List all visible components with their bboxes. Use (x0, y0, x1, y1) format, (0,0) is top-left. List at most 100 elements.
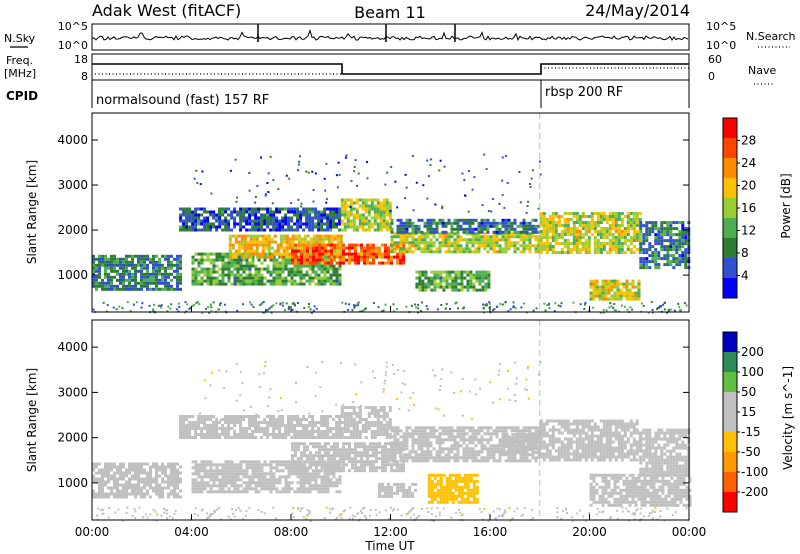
heatmap-cell (651, 227, 655, 231)
heatmap-cell (254, 427, 258, 430)
heatmap-cell (260, 472, 264, 476)
heatmap-cell (427, 175, 430, 178)
heatmap-cell (326, 264, 330, 268)
heatmap-cell (616, 282, 620, 286)
heatmap-cell (578, 248, 582, 251)
heatmap-cell (239, 424, 243, 427)
heatmap-cell (297, 246, 301, 250)
heatmap-cell (617, 218, 621, 221)
heatmap-cell (107, 462, 110, 466)
heatmap-cell (215, 264, 219, 268)
heatmap-cell (300, 454, 303, 458)
heatmap-cell (566, 224, 570, 227)
heatmap-cell (312, 246, 315, 250)
heatmap-cell (418, 273, 422, 277)
heatmap-cell (490, 210, 493, 213)
heatmap-cell (320, 463, 324, 467)
heatmap-cell (504, 230, 508, 234)
heatmap-cell (305, 433, 309, 436)
heatmap-cell (101, 254, 104, 258)
heatmap-cell (341, 301, 344, 304)
heatmap-cell (358, 406, 362, 409)
heatmap-cell (290, 282, 294, 286)
heatmap-cell (358, 219, 362, 223)
heatmap-cell (302, 273, 306, 277)
heatmap-cell (251, 424, 255, 427)
heatmap-cell (318, 448, 321, 452)
heatmap-cell (551, 218, 555, 221)
heatmap-cell (465, 247, 469, 251)
heatmap-cell (382, 409, 386, 412)
heatmap-cell (245, 466, 249, 470)
heatmap-cell (206, 267, 210, 271)
heatmap-cell (282, 237, 286, 241)
heatmap-cell (357, 304, 360, 307)
heatmap-cell (251, 273, 255, 277)
heatmap-cell (465, 241, 469, 245)
heatmap-cell (326, 258, 330, 262)
heatmap-cell (510, 244, 514, 248)
heatmap-cell (526, 205, 529, 207)
heatmap-cell (113, 257, 116, 261)
heatmap-cell (346, 213, 350, 217)
heatmap-cell (191, 216, 195, 220)
heatmap-cell (545, 245, 549, 248)
heatmap-cell (480, 235, 484, 239)
heatmap-cell (251, 219, 255, 223)
heatmap-cell (113, 266, 116, 270)
heatmap-cell (158, 474, 161, 478)
heatmap-cell (191, 267, 195, 271)
heatmap-cell (390, 227, 394, 231)
heatmap-cell (375, 451, 378, 455)
heatmap-cell (448, 276, 452, 280)
heatmap-cell (245, 469, 249, 473)
heatmap-cell (385, 204, 389, 208)
heatmap-cell (513, 244, 517, 248)
heatmap-cell (143, 272, 146, 276)
heatmap-cell (471, 241, 475, 245)
heatmap-cell (248, 466, 252, 470)
heatmap-cell (194, 219, 198, 223)
heatmap-cell (635, 215, 639, 218)
heatmap-cell (467, 169, 470, 172)
heatmap-cell (227, 433, 231, 436)
heatmap-cell (370, 433, 374, 436)
heatmap-cell (227, 460, 231, 464)
heatmap-cell (373, 409, 377, 412)
heatmap-cell (660, 236, 664, 240)
heatmap-cell (167, 474, 170, 478)
heatmap-cell (539, 236, 543, 239)
heatmap-cell (98, 495, 101, 499)
heatmap-cell (507, 221, 511, 225)
heatmap-cell (203, 216, 207, 220)
heatmap-cell (125, 480, 128, 484)
heatmap-cell (650, 300, 653, 303)
heatmap-cell (384, 249, 387, 253)
heatmap-cell (270, 240, 274, 244)
heatmap-cell (672, 266, 676, 270)
heatmap-cell (152, 257, 155, 261)
heatmap-cell (420, 241, 424, 245)
heatmap-cell (332, 222, 336, 226)
heatmap-cell (361, 225, 365, 229)
heatmap-cell (291, 246, 294, 250)
heatmap-cell (349, 206, 352, 208)
heatmap-cell (300, 469, 303, 473)
heatmap-cell (326, 267, 330, 271)
heatmap-cell (587, 239, 591, 242)
heatmap-cell (233, 436, 237, 439)
heatmap-cell (348, 442, 351, 446)
heatmap-cell (239, 258, 243, 262)
heatmap-cell (355, 210, 359, 214)
heatmap-cell (605, 251, 609, 254)
heatmap-cell (203, 222, 207, 226)
heatmap-cell (119, 257, 122, 261)
heatmap-cell (352, 219, 356, 223)
heatmap-cell (592, 288, 596, 292)
heatmap-cell (642, 242, 646, 246)
heatmap-cell (336, 234, 340, 238)
heatmap-cell (338, 276, 342, 280)
heatmap-cell (683, 302, 686, 305)
heatmap-cell (330, 237, 334, 241)
heatmap-cell (287, 469, 291, 473)
